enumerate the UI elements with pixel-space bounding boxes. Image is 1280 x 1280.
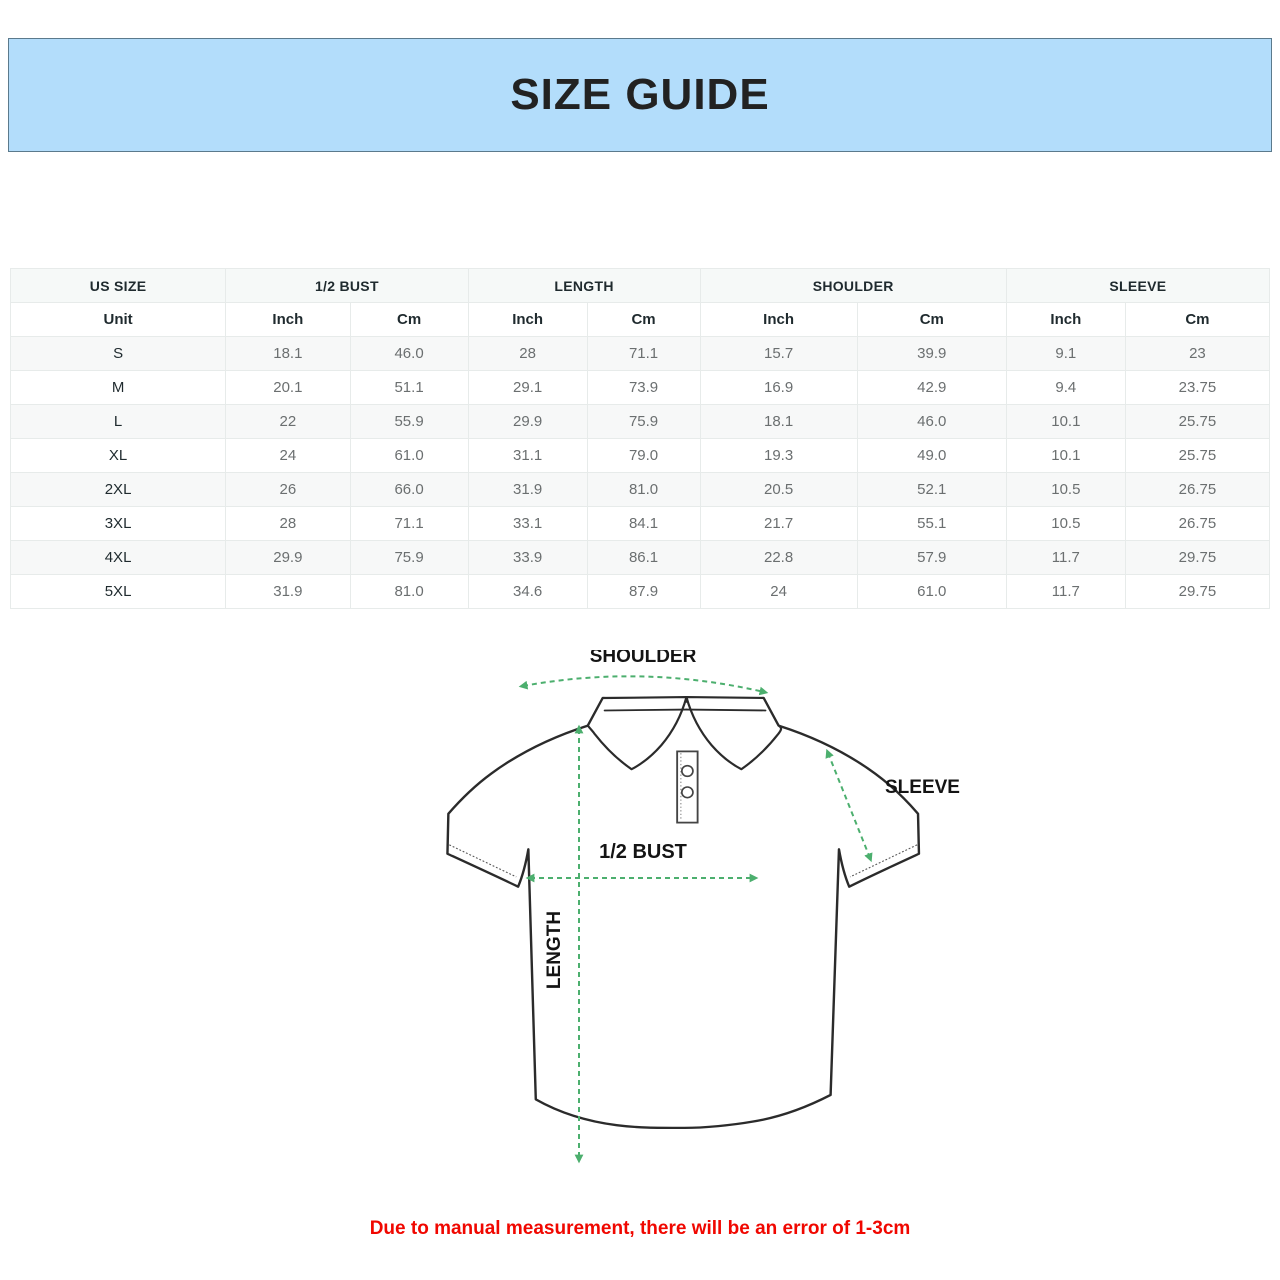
svg-text:1/2 BUST: 1/2 BUST xyxy=(599,841,687,863)
svg-text:LENGTH: LENGTH xyxy=(544,911,565,989)
svg-text:SHOULDER: SHOULDER xyxy=(590,650,697,667)
svg-text:SLEEVE: SLEEVE xyxy=(885,777,960,798)
